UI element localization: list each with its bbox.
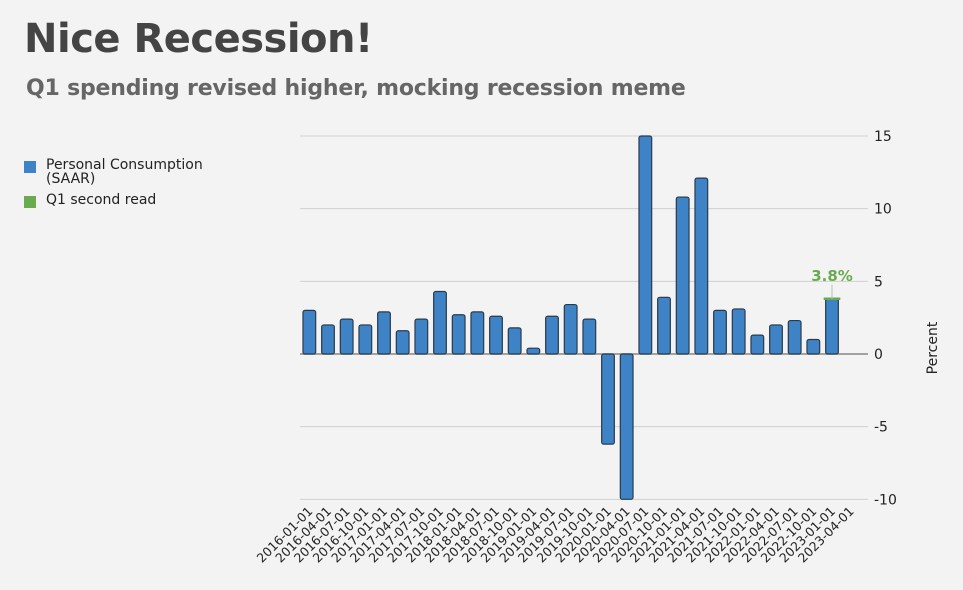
- bar-2021-01-01[interactable]: [675, 196, 690, 355]
- legend: Personal Consumption (SAAR) Q1 second re…: [24, 158, 236, 215]
- bar-2021-07-01[interactable]: [713, 309, 727, 355]
- chart-subtitle: Q1 spending revised higher, mocking rece…: [26, 76, 686, 101]
- bar-2019-01-01[interactable]: [526, 347, 541, 355]
- bar-2018-10-01[interactable]: [507, 327, 522, 355]
- bar-2017-04-01[interactable]: [395, 330, 410, 355]
- bar-2017-01-01[interactable]: [377, 311, 391, 355]
- y-tick-label: 15: [874, 129, 892, 145]
- bar-2020-07-01[interactable]: [638, 135, 653, 355]
- bar-2020-01-01[interactable]: [601, 353, 615, 445]
- bar-2019-07-01[interactable]: [563, 303, 578, 355]
- bar-2022-07-01[interactable]: [787, 319, 802, 355]
- y-axis-label: Percent: [925, 321, 941, 374]
- y-tick-label: 10: [874, 202, 892, 218]
- bar-2022-04-01[interactable]: [769, 324, 783, 355]
- bar-2021-10-01[interactable]: [731, 308, 746, 355]
- bar-2016-07-01[interactable]: [339, 318, 354, 355]
- legend-item-q1-second-read[interactable]: Q1 second read: [24, 193, 236, 208]
- y-axis: 15 10 5 0 -5 -10: [874, 129, 897, 508]
- legend-item-consumption[interactable]: Personal Consumption (SAAR): [24, 158, 236, 186]
- annotation: 3.8%: [811, 267, 853, 301]
- bar-2018-07-01[interactable]: [489, 315, 503, 355]
- bar-2018-04-01[interactable]: [470, 311, 485, 355]
- bar-2022-10-01[interactable]: [806, 338, 821, 355]
- bar-2016-10-01[interactable]: [358, 324, 373, 355]
- bar-2017-07-01[interactable]: [414, 318, 429, 355]
- y-tick-label: 5: [874, 274, 883, 290]
- legend-label: Q1 second read: [46, 192, 157, 208]
- y-tick-label: 0: [874, 347, 883, 363]
- bar-2016-04-01[interactable]: [321, 324, 335, 355]
- bar-2023-01-01[interactable]: [825, 298, 839, 355]
- bar-2019-10-01[interactable]: [582, 318, 597, 355]
- bar-2020-10-01[interactable]: [657, 296, 671, 355]
- x-axis: 2016-01-012016-04-012016-07-012016-10-01…: [253, 504, 856, 566]
- bar-2020-04-01[interactable]: [619, 353, 634, 500]
- chart-title: Nice Recession!: [24, 16, 373, 62]
- bars: [302, 135, 839, 500]
- legend-swatch-blue: [24, 161, 36, 173]
- annotation-label: 3.8%: [811, 267, 853, 285]
- legend-swatch-green: [24, 196, 36, 208]
- bar-2016-01-01[interactable]: [302, 309, 317, 355]
- y-tick-label: -10: [874, 492, 897, 508]
- legend-label: Personal Consumption (SAAR): [46, 157, 203, 187]
- bar-2019-04-01[interactable]: [545, 315, 559, 355]
- bar-2021-04-01[interactable]: [694, 177, 709, 355]
- bar-2018-01-01[interactable]: [451, 314, 466, 355]
- bar-2017-10-01[interactable]: [433, 290, 447, 355]
- y-tick-label: -5: [874, 420, 888, 436]
- bar-2022-01-01[interactable]: [750, 334, 765, 355]
